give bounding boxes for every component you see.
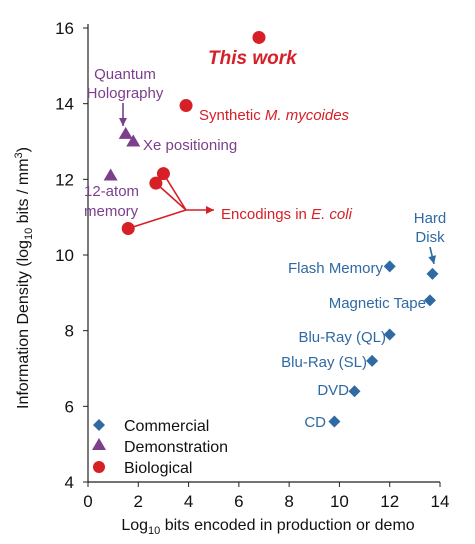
- x-tick-label: 2: [134, 492, 143, 511]
- annotation-arrows: [119, 103, 437, 265]
- x-tick-label: 6: [234, 492, 243, 511]
- annotation-atom-line2: memory: [84, 203, 139, 220]
- point-hard-disk: [426, 267, 439, 280]
- x-axis-label-part2: bits encoded in production or demo: [160, 517, 414, 534]
- y-tick-label: 14: [55, 95, 74, 114]
- point-synthetic-m-mycoides: [179, 99, 193, 113]
- legend-biological-marker: [93, 461, 105, 473]
- annotation-this-work: This work: [208, 48, 298, 69]
- point-blu-ray-ql: [383, 328, 396, 341]
- y-tick-label: 10: [55, 246, 74, 265]
- point-magnetic-tape: [423, 294, 436, 307]
- ecoli-link-2: [155, 182, 187, 211]
- point-this-work: [252, 30, 266, 44]
- y-tick-label: 6: [65, 397, 74, 416]
- x-axis-label: Log10 bits encoded in production or demo: [121, 517, 414, 537]
- y-tick-label: 8: [65, 322, 74, 341]
- y-axis-label-superscript: 3: [13, 152, 25, 158]
- x-tick-label: 10: [330, 492, 349, 511]
- legend-commercial-marker: [93, 419, 105, 431]
- point-xe-positioning: [126, 134, 141, 147]
- annotation-cd: CD: [304, 414, 326, 431]
- point-cd: [328, 415, 341, 428]
- legend-demonstration-marker: [92, 438, 106, 450]
- data-points: [103, 30, 439, 428]
- annotation-quantum-line2: Holography: [87, 85, 164, 102]
- annotations: This work Synthetic M. mycoides Quantum …: [84, 48, 446, 431]
- x-axis-label-part1: Log: [121, 517, 148, 534]
- x-tick-label: 0: [83, 492, 92, 511]
- annotation-ecoli-prefix: Encodings in: [221, 206, 311, 223]
- x-tick-label: 12: [380, 492, 399, 511]
- y-axis-label: Information Density (log10 bits / mm3): [13, 147, 35, 409]
- legend-commercial-label: Commercial: [124, 418, 209, 435]
- point-encodings-in-e-coli: [121, 222, 135, 236]
- point-encodings-in-e-coli: [156, 167, 170, 181]
- y-axis-label-subscript: 10: [23, 228, 35, 240]
- annotation-tape: Magnetic Tape: [329, 295, 426, 312]
- point-flash-memory: [383, 260, 396, 273]
- annotation-ecoli-italic: E. coli: [311, 206, 353, 223]
- annotation-mycoides-prefix: Synthetic: [199, 107, 265, 124]
- annotation-xe: Xe positioning: [143, 137, 237, 154]
- x-tick-label: 8: [284, 492, 293, 511]
- annotation-atom-line1: 12-atom: [84, 183, 139, 200]
- axes: [83, 24, 441, 487]
- annotation-hard-line2: Disk: [415, 229, 445, 246]
- point-blu-ray-sl: [366, 354, 379, 367]
- point-encodings-in-e-coli: [149, 176, 163, 190]
- annotation-quantum-line1: Quantum: [94, 66, 156, 83]
- legend-demonstration-label: Demonstration: [124, 439, 228, 456]
- point-quantum-holography: [118, 126, 133, 139]
- quantum-holography-arrow-head: [119, 118, 127, 126]
- x-axis-label-subscript: 10: [148, 525, 160, 537]
- annotation-blql: Blu-Ray (QL): [298, 329, 386, 346]
- y-tick-label: 12: [55, 170, 74, 189]
- ecoli-link-1: [162, 173, 187, 211]
- y-tick-label: 16: [55, 19, 74, 38]
- legend: Commercial Demonstration Biological: [92, 418, 228, 477]
- legend-biological-label: Biological: [124, 460, 192, 477]
- ecoli-arrow-head: [206, 206, 214, 214]
- annotation-mycoides-italic: M. mycoides: [265, 107, 350, 124]
- point-12-atom-memory: [103, 168, 118, 181]
- annotation-flash: Flash Memory: [288, 260, 384, 277]
- annotation-ecoli: Encodings in E. coli: [221, 206, 353, 223]
- y-axis-label-part2: bits / mm: [15, 158, 32, 227]
- y-axis-label-part1: Information Density (log: [15, 240, 32, 409]
- annotation-blsl: Blu-Ray (SL): [281, 354, 367, 371]
- tick-labels: 0 2 4 6 8 10 12 14 4 6 8 10 12 14 16: [55, 19, 449, 511]
- ecoli-link-3: [127, 209, 187, 230]
- hard-disk-arrow-head: [428, 255, 437, 264]
- annotation-hard-line1: Hard: [414, 210, 447, 227]
- y-tick-label: 4: [65, 473, 74, 492]
- y-axis-label-part3: ): [15, 147, 32, 152]
- annotation-mycoides: Synthetic M. mycoides: [199, 107, 350, 124]
- point-dvd: [348, 385, 361, 398]
- x-tick-label: 14: [431, 492, 450, 511]
- x-tick-label: 4: [184, 492, 193, 511]
- annotation-dvd: DVD: [317, 382, 349, 399]
